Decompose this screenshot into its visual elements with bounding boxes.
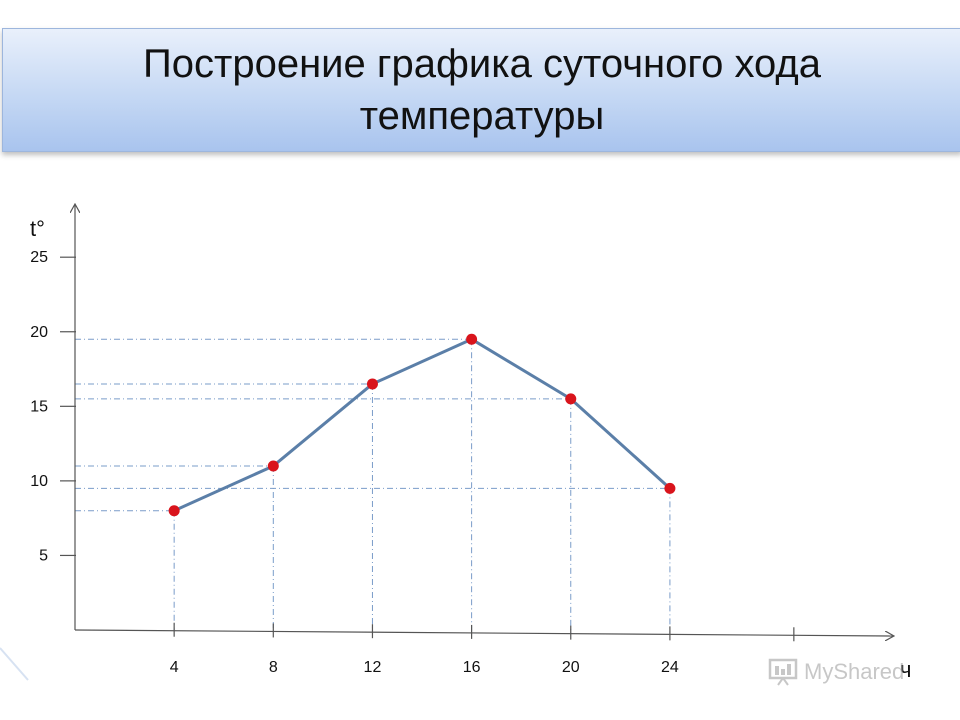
title-banner: Построение графика суточного хода темпер… bbox=[2, 28, 960, 152]
presentation-board-icon bbox=[768, 658, 798, 686]
y-tick-label: 25 bbox=[30, 249, 48, 266]
x-axis-title: ч bbox=[900, 657, 911, 682]
x-tick-label: 20 bbox=[562, 659, 580, 676]
y-tick-label: 20 bbox=[30, 324, 48, 341]
data-points bbox=[168, 333, 676, 517]
x-tick-label: 8 bbox=[269, 659, 278, 676]
x-axis bbox=[74, 629, 893, 636]
data-point bbox=[466, 333, 478, 345]
ticks bbox=[60, 256, 795, 642]
data-point bbox=[664, 482, 676, 494]
x-tick-label: 16 bbox=[463, 659, 481, 676]
data-point bbox=[267, 460, 279, 472]
data-point bbox=[565, 393, 577, 405]
data-point bbox=[366, 378, 378, 390]
temperature-line bbox=[173, 337, 671, 513]
tick-labels: 5 10 15 20 25 4 8 12 16 20 24 bbox=[30, 249, 679, 676]
series-line bbox=[173, 337, 671, 513]
y-axis-title: t° bbox=[30, 216, 45, 241]
y-tick-label: 10 bbox=[30, 473, 48, 490]
x-tick-label: 12 bbox=[364, 659, 382, 676]
y-tick-label: 15 bbox=[30, 398, 48, 415]
axes bbox=[75, 205, 893, 636]
watermark-text: MyShared bbox=[804, 659, 905, 684]
guide-lines bbox=[75, 338, 671, 635]
x-tick-label: 4 bbox=[170, 659, 179, 676]
y-tick-label: 5 bbox=[39, 547, 48, 564]
data-point bbox=[168, 505, 180, 517]
slide-title: Построение графика суточного хода темпер… bbox=[143, 42, 821, 138]
corner-decoration bbox=[0, 647, 29, 681]
watermark: MyShared bbox=[768, 656, 928, 688]
x-tick-label: 24 bbox=[661, 659, 679, 676]
